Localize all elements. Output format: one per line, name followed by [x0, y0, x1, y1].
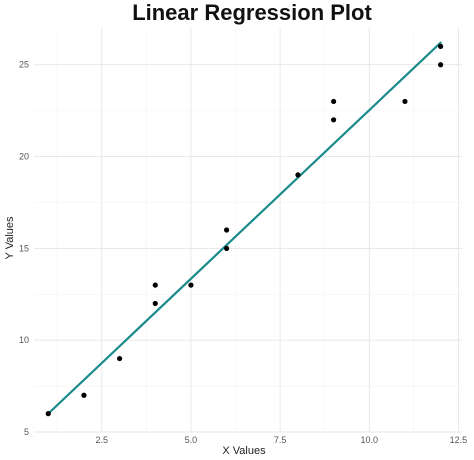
y-tick-label: 20 [19, 152, 29, 162]
data-point [438, 43, 444, 49]
data-point [224, 245, 230, 251]
x-axis-label: X Values [222, 445, 266, 457]
data-point [224, 227, 230, 233]
y-tick-label: 15 [19, 243, 29, 253]
x-axis-ticks: 2.5 5.0 7.5 10.0 12.5 [96, 435, 468, 445]
data-points [45, 43, 444, 417]
y-axis-label: Y Values [4, 216, 16, 260]
data-point [188, 282, 194, 288]
data-point [81, 392, 87, 398]
data-point [152, 300, 158, 307]
regression-line [47, 41, 442, 415]
data-point [402, 98, 408, 105]
x-tick-label: 2.5 [96, 435, 109, 445]
y-axis-ticks: 5 10 15 20 25 [19, 60, 29, 437]
y-tick-label: 5 [24, 427, 29, 437]
data-point [438, 62, 444, 68]
data-point [152, 282, 158, 288]
data-point [331, 117, 337, 123]
x-tick-label: 10.0 [361, 435, 379, 445]
x-tick-label: 12.5 [450, 435, 468, 445]
data-point [331, 98, 337, 105]
y-tick-label: 25 [19, 60, 29, 70]
regression-line-layer [47, 41, 442, 415]
x-tick-label: 5.0 [185, 435, 198, 445]
data-point [45, 411, 51, 417]
chart-title: Linear Regression Plot [132, 0, 372, 25]
data-point [117, 355, 123, 362]
y-tick-label: 10 [19, 335, 29, 345]
grid [34, 28, 462, 433]
data-point [295, 172, 301, 178]
x-tick-label: 7.5 [274, 435, 287, 445]
